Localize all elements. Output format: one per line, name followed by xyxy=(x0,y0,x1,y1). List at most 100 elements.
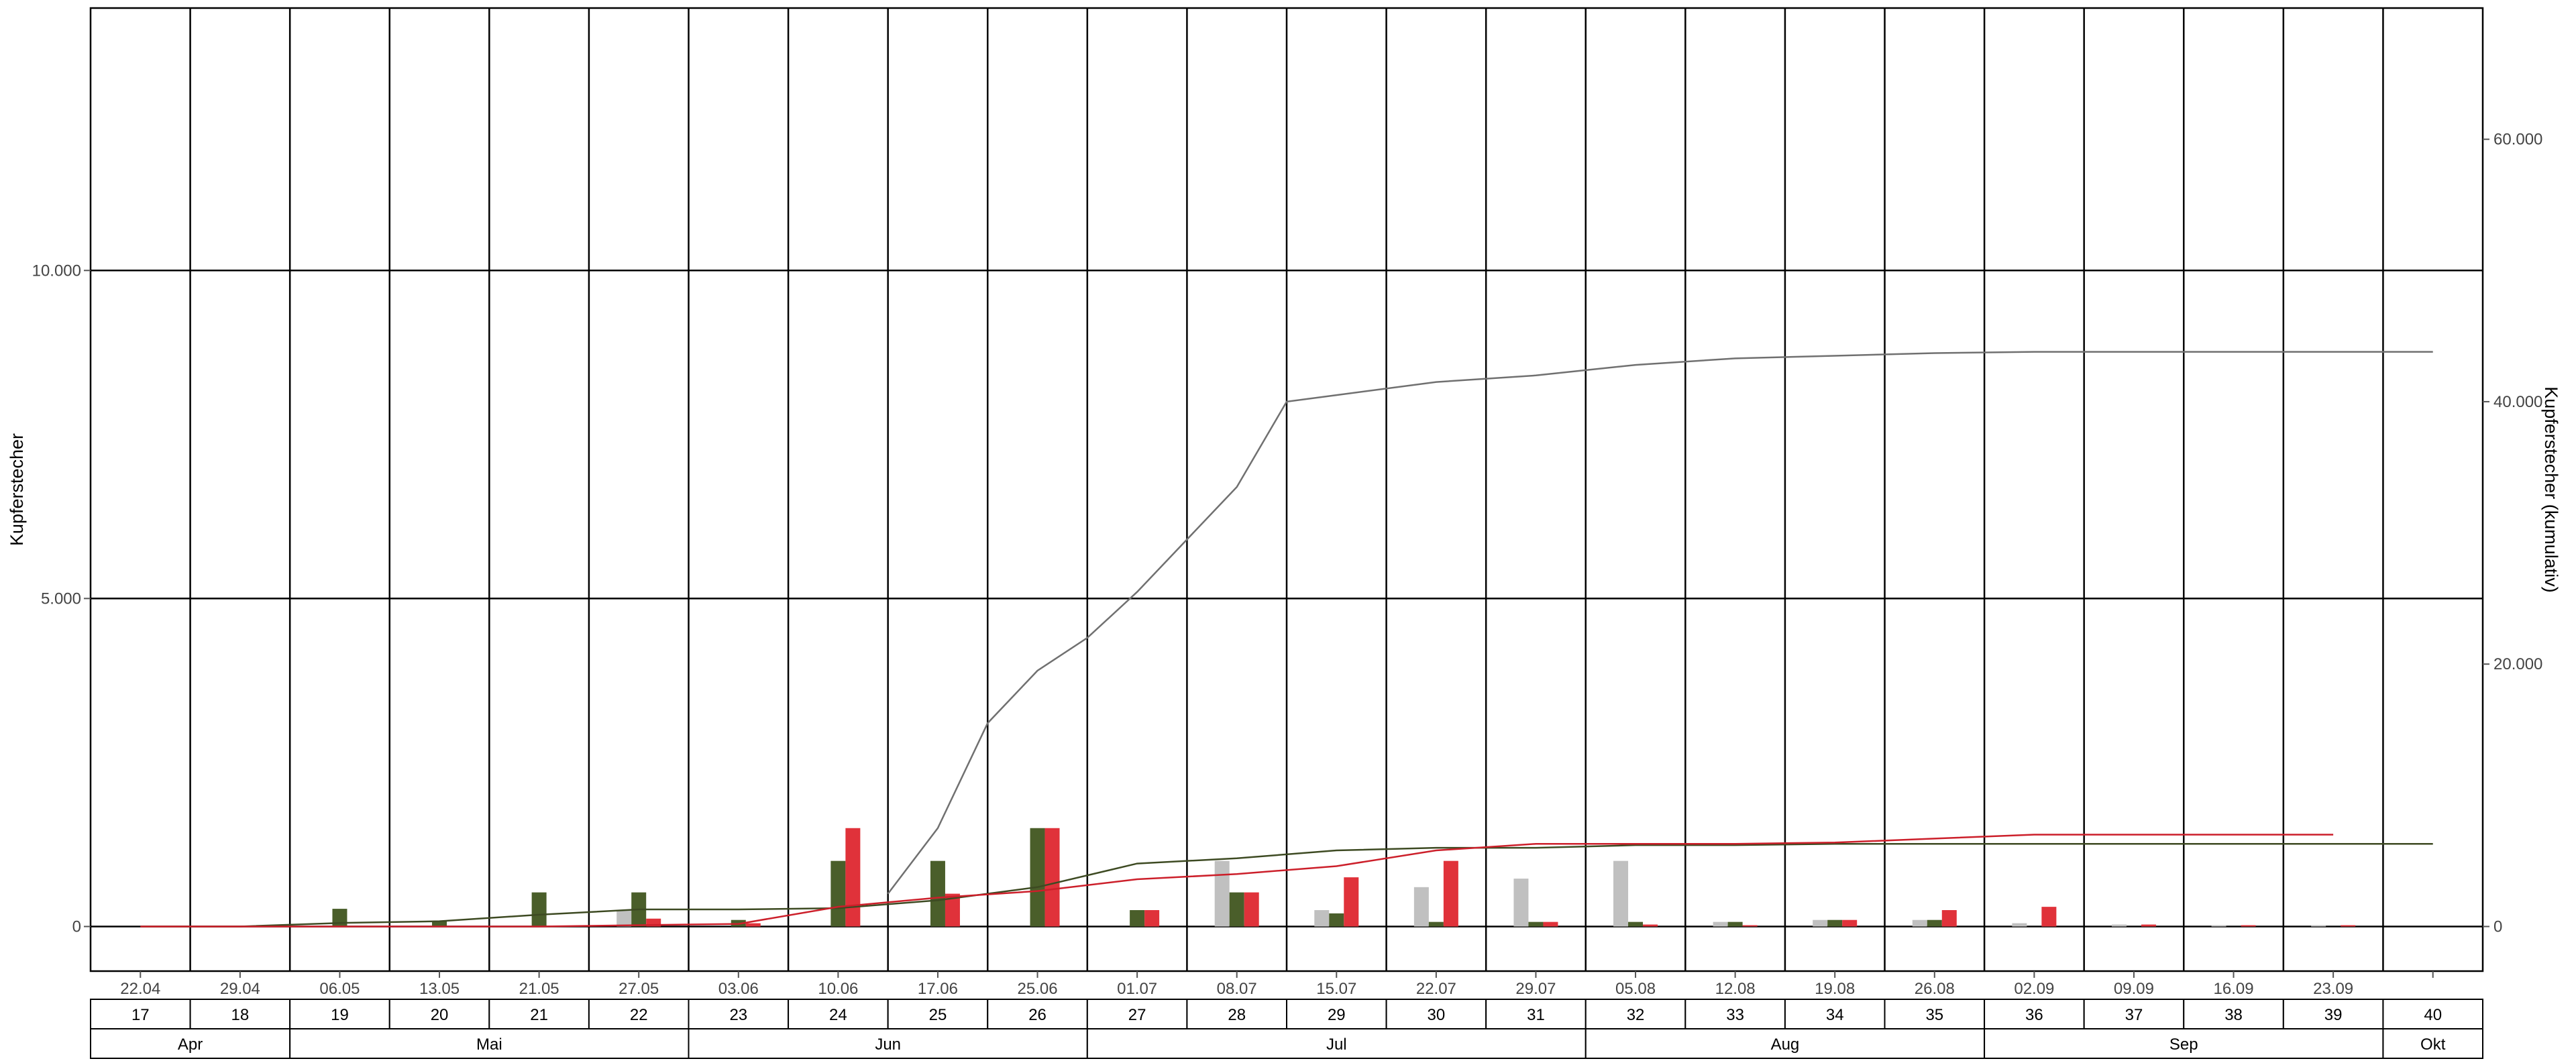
month-label: Apr xyxy=(178,1036,203,1054)
week-cell xyxy=(1984,999,2085,1029)
date-label: 22.04 xyxy=(120,980,160,998)
bar xyxy=(531,892,547,927)
y-right-tick-label: 20.000 xyxy=(2493,655,2542,673)
bar xyxy=(930,860,945,927)
week-label: 36 xyxy=(2025,1006,2043,1024)
week-label: 24 xyxy=(829,1006,847,1024)
bar xyxy=(1613,860,1629,927)
bar xyxy=(1912,919,1927,927)
date-label: 13.05 xyxy=(419,980,460,998)
week-label: 23 xyxy=(729,1006,747,1024)
month-cell xyxy=(289,1028,690,1059)
week-label: 39 xyxy=(2324,1006,2343,1024)
bar xyxy=(745,923,761,927)
cumulative-line xyxy=(140,834,2334,928)
cumulative-line xyxy=(140,842,2433,928)
week-cell xyxy=(1186,999,1287,1029)
bar xyxy=(1513,879,1529,927)
month-cell xyxy=(1086,1028,1587,1059)
week-label: 37 xyxy=(2125,1006,2143,1024)
bar xyxy=(1842,919,1858,927)
bar xyxy=(2141,924,2156,927)
bar xyxy=(1713,921,1728,927)
bar xyxy=(1927,919,1942,927)
bar xyxy=(1543,921,1558,927)
date-label: 09.09 xyxy=(2114,980,2154,998)
month-cell xyxy=(1984,1028,2384,1059)
bar xyxy=(2311,925,2326,927)
date-label: 21.05 xyxy=(519,980,559,998)
bar xyxy=(845,828,861,927)
date-label: 03.06 xyxy=(718,980,759,998)
y-right-tick-label: 40.000 xyxy=(2493,393,2542,411)
left-y-axis: 0 5.000 10.000 xyxy=(32,262,91,936)
y-axis-right-title: Kupferstecher (kumulativ) xyxy=(2541,386,2561,593)
bar xyxy=(945,893,960,927)
date-label: 17.06 xyxy=(918,980,958,998)
week-cell xyxy=(289,999,390,1029)
week-label: 22 xyxy=(630,1006,648,1024)
week-label: 28 xyxy=(1228,1006,1246,1024)
week-label: 17 xyxy=(131,1006,150,1024)
bar xyxy=(1044,828,1060,927)
bar xyxy=(1628,921,1644,927)
bar xyxy=(2111,924,2127,927)
bar xyxy=(646,918,661,927)
month-cell xyxy=(1585,1028,1986,1059)
cumulative-lines xyxy=(140,351,2433,928)
y-right-tick-label: 0 xyxy=(2493,917,2502,936)
bar xyxy=(1244,892,1259,927)
bar xyxy=(1329,913,1344,927)
month-label: Sep xyxy=(2169,1036,2198,1054)
y-axis-title: Kupferstecher xyxy=(7,433,27,546)
week-label: 27 xyxy=(1128,1006,1146,1024)
date-label: 16.09 xyxy=(2214,980,2254,998)
plot-panel xyxy=(89,7,2484,972)
week-cell xyxy=(1585,999,1686,1029)
bar xyxy=(830,860,846,927)
date-label: 27.05 xyxy=(619,980,659,998)
date-label: 10.06 xyxy=(818,980,858,998)
week-cell xyxy=(987,999,1088,1029)
bar xyxy=(1144,910,1160,927)
plot-frame xyxy=(89,7,2484,972)
week-cell xyxy=(1884,999,1986,1029)
bar xyxy=(1643,924,1658,927)
bar xyxy=(2341,925,2356,927)
month-cell xyxy=(2382,1028,2484,1059)
bar xyxy=(1214,860,1230,927)
date-label: 06.05 xyxy=(319,980,360,998)
week-cell xyxy=(90,999,191,1029)
date-label: 02.09 xyxy=(2014,980,2054,998)
bar xyxy=(2012,923,2027,927)
bar xyxy=(1030,828,1045,927)
y-tick-label: 10.000 xyxy=(32,262,81,280)
week-label: 40 xyxy=(2424,1006,2442,1024)
bar xyxy=(1314,910,1330,927)
bar xyxy=(2211,925,2226,927)
date-label: 29.04 xyxy=(220,980,260,998)
week-cell xyxy=(189,999,291,1029)
date-label: 23.09 xyxy=(2313,980,2353,998)
week-cell xyxy=(2183,999,2284,1029)
week-label: 38 xyxy=(2224,1006,2243,1024)
month-row: Apr Mai Jun Jul Aug Sep Okt xyxy=(90,1028,2484,1059)
bar xyxy=(1827,919,1843,927)
right-y-axis: 0 20.000 40.000 60.000 xyxy=(2483,131,2542,936)
date-label: 01.07 xyxy=(1117,980,1157,998)
bar xyxy=(616,910,632,927)
week-label: 25 xyxy=(929,1006,947,1024)
week-label: 31 xyxy=(1527,1006,1545,1024)
bar xyxy=(432,921,447,927)
y-tick-label: 0 xyxy=(72,917,81,936)
bar xyxy=(1130,910,1145,927)
date-label: 15.07 xyxy=(1316,980,1356,998)
week-cell xyxy=(2282,999,2384,1029)
week-label: 29 xyxy=(1328,1006,1346,1024)
date-label: 19.08 xyxy=(1815,980,1855,998)
bar xyxy=(1413,887,1429,927)
bar xyxy=(1528,921,1544,927)
week-label: 19 xyxy=(331,1006,349,1024)
week-label: 34 xyxy=(1826,1006,1844,1024)
